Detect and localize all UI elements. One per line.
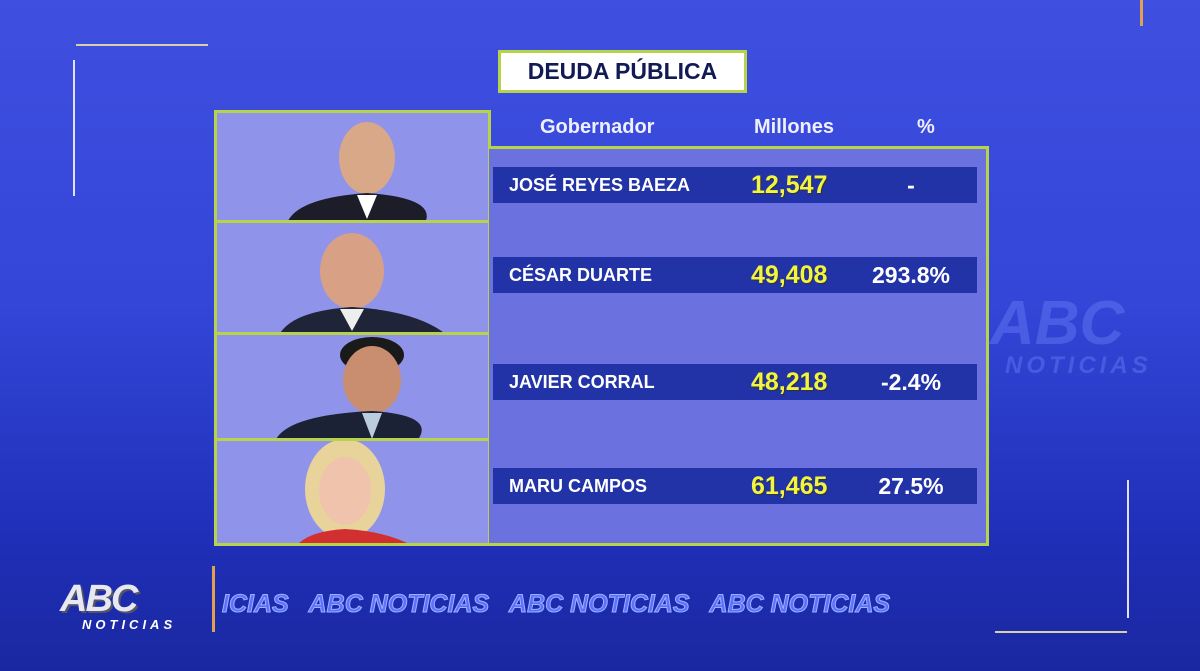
governor-name: JOSÉ REYES BAEZA <box>509 174 691 195</box>
logo-divider <box>212 566 215 632</box>
table-row: MARU CAMPOS 61,465 27.5% <box>493 468 977 504</box>
ticker-text: ICIAS ABC NOTICIAS ABC NOTICIAS ABC NOTI… <box>221 590 891 619</box>
debt-millions: 48,218 <box>751 367 828 396</box>
decorative-line <box>995 631 1127 633</box>
header-governor: Gobernador <box>540 116 655 138</box>
header-millions: Millones <box>754 116 835 138</box>
logo-sub: NOTICIAS <box>82 617 177 632</box>
debt-percent-change: - <box>907 171 915 198</box>
decorative-line <box>73 60 75 196</box>
governor-name: CÉSAR DUARTE <box>509 264 653 285</box>
debt-millions: 61,465 <box>751 471 828 500</box>
governor-name: JAVIER CORRAL <box>509 371 655 392</box>
photo-maru-campos <box>217 441 488 543</box>
decorative-line <box>1140 0 1143 26</box>
watermark-sub: NOTICIAS <box>1005 352 1152 379</box>
abc-noticias-logo: ABC NOTICIAS <box>60 578 200 632</box>
debt-percent-change: 293.8% <box>871 261 950 288</box>
photo-javier-corral <box>217 335 488 441</box>
debt-percent-change: -2.4% <box>880 368 942 395</box>
debt-millions: 49,408 <box>751 260 828 289</box>
graphic-title: DEUDA PÚBLICA <box>498 50 747 93</box>
table-row: JAVIER CORRAL 48,218 -2.4% <box>493 364 977 400</box>
logo-brand: ABC <box>60 578 138 620</box>
photo-jose-reyes-baeza <box>217 113 488 223</box>
photo-cesar-duarte <box>217 223 488 335</box>
table-row: CÉSAR DUARTE 49,408 293.8% <box>493 257 977 293</box>
table-row: JOSÉ REYES BAEZA 12,547 - <box>493 167 977 203</box>
debt-percent-change: 27.5% <box>878 472 944 499</box>
decorative-line <box>76 44 208 46</box>
governor-name: MARU CAMPOS <box>509 475 647 496</box>
debt-millions: 12,547 <box>751 170 828 199</box>
governor-photos <box>214 110 491 546</box>
header-percent: % <box>917 116 935 138</box>
decorative-line <box>1127 480 1129 618</box>
watermark-logo: ABC <box>990 289 1125 358</box>
